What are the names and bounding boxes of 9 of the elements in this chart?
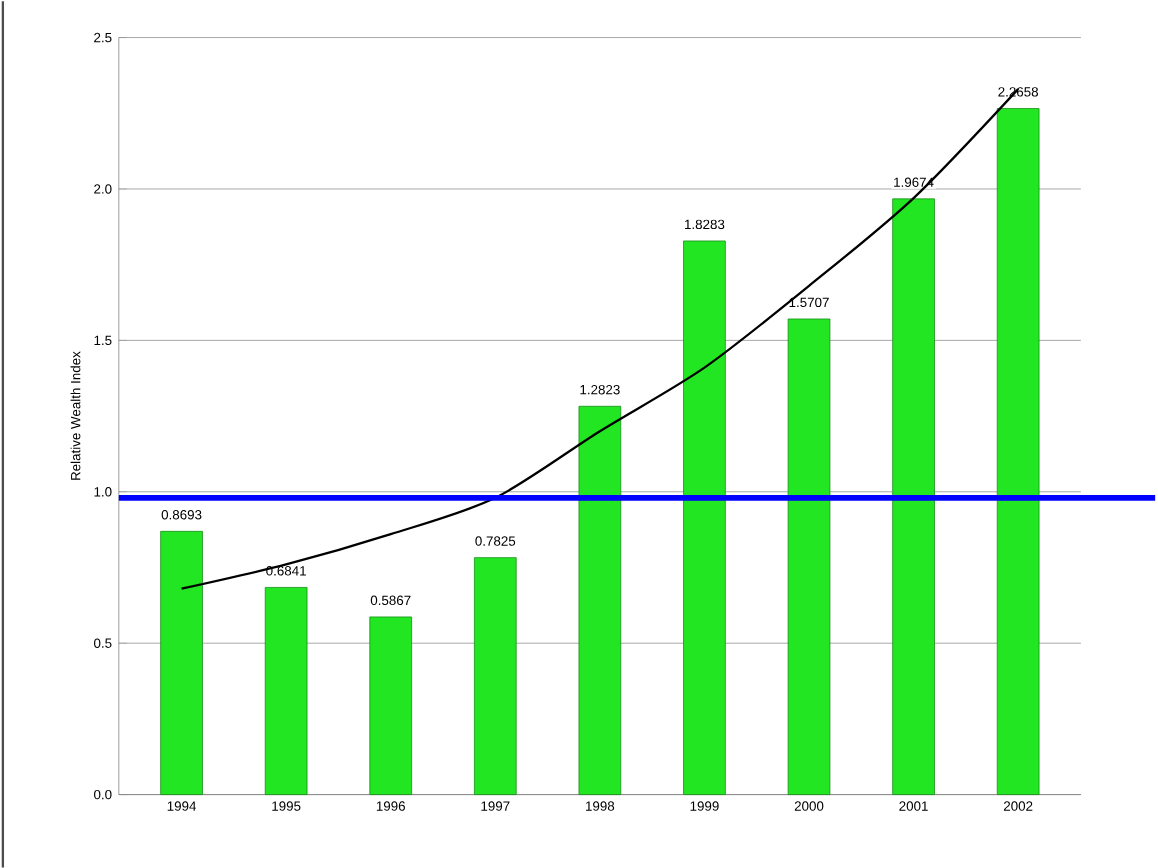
bar	[160, 530, 203, 795]
bar	[369, 616, 413, 795]
bar	[996, 107, 1040, 795]
bar	[892, 198, 935, 795]
bar	[474, 556, 517, 795]
bar	[578, 405, 622, 795]
bar	[683, 240, 726, 795]
bar	[787, 318, 831, 795]
bar	[264, 586, 308, 795]
